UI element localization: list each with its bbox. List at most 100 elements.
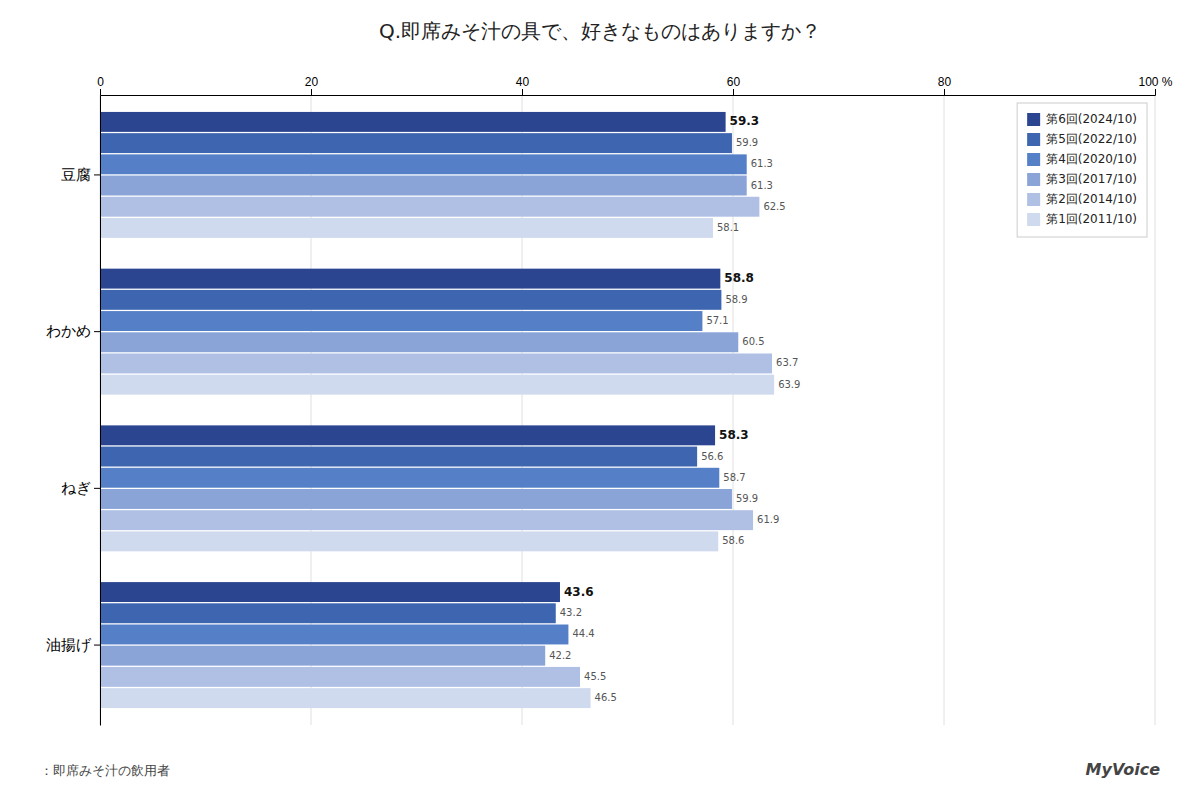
x-axis-line [101, 89, 1156, 96]
y-axis-line [100, 96, 101, 726]
legend-swatch [1027, 173, 1040, 186]
title: Q.即席みそ汁の具で、好きなものはありますか？ [379, 19, 821, 43]
grid-line [1155, 95, 1156, 725]
data-label: 56.6 [701, 451, 723, 462]
bar [100, 688, 591, 708]
legend-item: 第5回(2022/10) [1027, 132, 1137, 146]
data-label: 61.3 [751, 180, 773, 191]
legend-swatch [1027, 113, 1040, 126]
bar-series [100, 176, 747, 666]
legend-swatch [1027, 213, 1040, 226]
bar [100, 603, 556, 623]
x-tick-label: 100 % [1138, 75, 1172, 89]
x-tick: 100 % [1138, 75, 1172, 95]
x-tick: 40 [516, 75, 530, 95]
data-label: 44.4 [572, 628, 594, 639]
data-label: 58.1 [717, 222, 739, 233]
data-label: 61.9 [757, 514, 779, 525]
legend-label: 第2回(2014/10) [1046, 192, 1137, 206]
x-tick-label: 60 [727, 75, 741, 89]
y-tick: 豆腐 [61, 166, 100, 183]
legend-label: 第1回(2011/10) [1046, 212, 1137, 226]
legend-label: 第5回(2022/10) [1046, 132, 1137, 146]
data-labels: 59.358.858.343.659.958.956.643.261.357.1… [549, 114, 800, 703]
data-label: 61.3 [751, 158, 773, 169]
y-tick-mark [94, 174, 100, 175]
bars [100, 112, 774, 708]
bar [100, 625, 568, 645]
data-label: 63.9 [778, 379, 800, 390]
bar [100, 112, 726, 132]
data-label: 45.5 [584, 671, 606, 682]
bar [100, 176, 747, 196]
legend-swatch [1027, 193, 1040, 206]
bar [100, 133, 732, 153]
legend-item: 第3回(2017/10) [1027, 172, 1137, 186]
x-tick-mark [311, 89, 312, 95]
grid-line [100, 95, 101, 725]
y-tick-label: 油揚げ [46, 636, 92, 653]
data-label: 62.5 [763, 201, 785, 212]
bar [100, 269, 720, 289]
bar [100, 468, 719, 488]
legend-label: 第3回(2017/10) [1046, 172, 1137, 186]
x-tick-mark [944, 89, 945, 95]
legend-box [1017, 103, 1147, 237]
annotation: ：即席みそ汁の飲用者 [40, 763, 170, 778]
legend-label: 第4回(2020/10) [1046, 152, 1137, 166]
x-tick: 0 [97, 75, 104, 95]
bar [100, 425, 715, 445]
legend-swatch [1027, 133, 1040, 146]
bar-series [100, 154, 747, 644]
y-tick-label: ねぎ [61, 479, 91, 496]
bar [100, 582, 560, 602]
bar-series [100, 197, 772, 687]
data-label: 59.3 [730, 114, 760, 128]
x-tick-mark [1155, 89, 1156, 95]
annotation: MyVoice [1086, 760, 1161, 779]
chart: Q.即席みそ汁の具で、好きなものはありますか？59.358.858.343.65… [0, 0, 1200, 800]
y-tick-label: わかめ [46, 322, 91, 339]
x-tick: 60 [727, 75, 741, 95]
y-tick: ねぎ [61, 479, 100, 496]
legend-swatch [1027, 153, 1040, 166]
data-label: 58.9 [725, 294, 747, 305]
x-axis: 020406080100 % [97, 75, 1173, 96]
plot: 59.358.858.343.659.958.956.643.261.357.1… [46, 75, 1173, 726]
x-tick: 80 [938, 75, 952, 95]
data-label: 57.1 [706, 315, 728, 326]
bar [100, 218, 713, 238]
x-tick-label: 0 [97, 75, 104, 89]
legend-item: 第2回(2014/10) [1027, 192, 1137, 206]
legend: 第6回(2024/10) 第5回(2022/10) 第4回(2020/10) 第3回(… [1017, 103, 1147, 237]
bar [100, 154, 747, 174]
data-label: 42.2 [549, 650, 571, 661]
y-tick-mark [94, 488, 100, 489]
bar [100, 667, 580, 687]
legend-item: 第4回(2020/10) [1027, 152, 1137, 166]
x-tick-mark [522, 89, 523, 95]
data-label: 43.6 [564, 585, 594, 599]
y-tick: 油揚げ [46, 636, 100, 653]
data-label: 58.3 [719, 428, 749, 442]
bar-series [100, 218, 774, 708]
data-label: 46.5 [595, 692, 617, 703]
x-tick-mark [733, 89, 734, 95]
bar [100, 489, 732, 509]
data-label: 60.5 [742, 336, 764, 347]
x-tick-label: 80 [938, 75, 952, 89]
legend-item: 第6回(2024/10) [1027, 112, 1137, 126]
y-axis: 豆腐わかめねぎ油揚げ [46, 96, 101, 726]
data-label: 58.7 [723, 472, 745, 483]
legend-item: 第1回(2011/10) [1027, 212, 1137, 226]
bar [100, 447, 697, 467]
data-label: 43.2 [560, 607, 582, 618]
bar [100, 197, 759, 217]
x-tick-mark [100, 89, 101, 95]
y-tick-mark [94, 331, 100, 332]
bar [100, 531, 718, 551]
grid [100, 95, 1155, 725]
legend-label: 第6回(2024/10) [1046, 112, 1137, 126]
bar [100, 646, 545, 666]
bar [100, 353, 772, 373]
